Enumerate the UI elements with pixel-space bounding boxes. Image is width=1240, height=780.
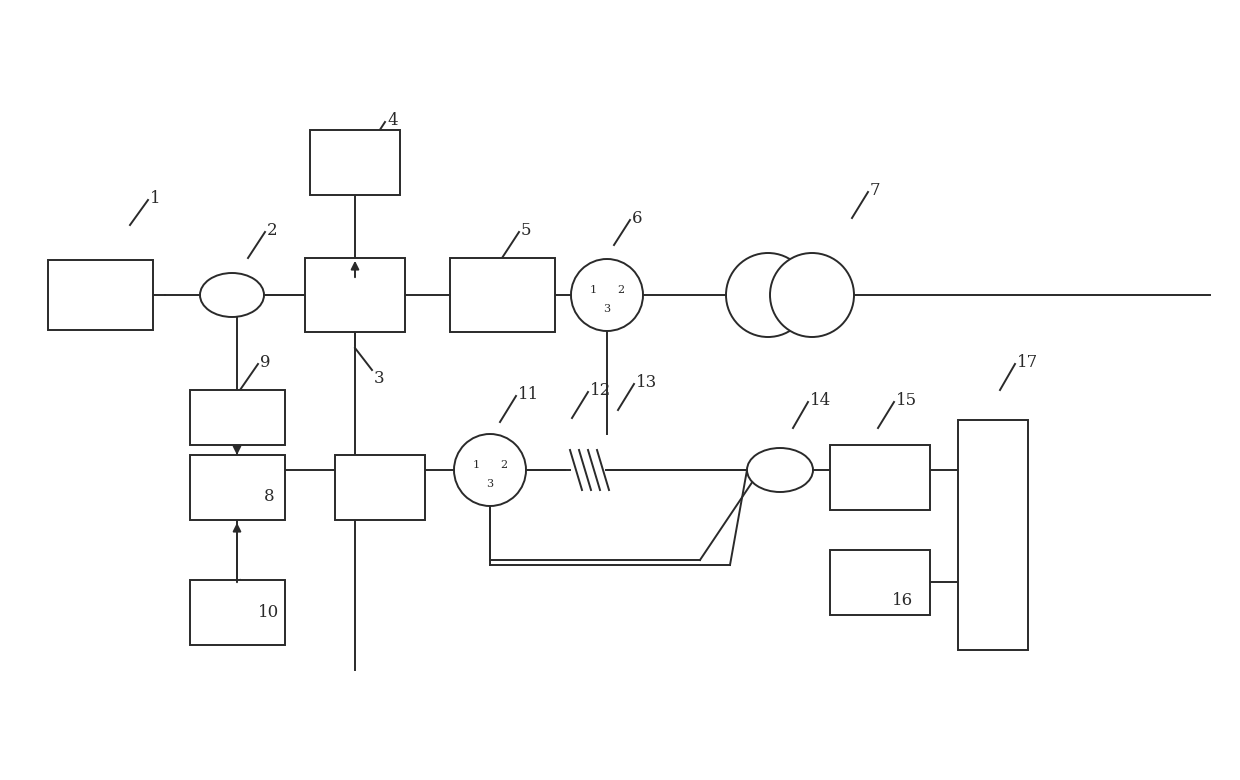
Bar bbox=[190, 580, 285, 645]
Bar bbox=[305, 258, 405, 332]
Text: 3: 3 bbox=[486, 479, 494, 489]
Ellipse shape bbox=[200, 273, 264, 317]
Text: 9: 9 bbox=[260, 354, 270, 371]
Circle shape bbox=[725, 253, 810, 337]
Text: 8: 8 bbox=[264, 488, 274, 505]
Ellipse shape bbox=[746, 448, 813, 492]
Text: 12: 12 bbox=[590, 382, 611, 399]
Text: 15: 15 bbox=[897, 392, 918, 409]
Text: 7: 7 bbox=[870, 182, 880, 199]
Text: 11: 11 bbox=[518, 386, 539, 403]
Bar bbox=[190, 390, 285, 445]
Bar bbox=[190, 455, 285, 520]
Bar bbox=[335, 455, 425, 520]
Text: 2: 2 bbox=[618, 285, 625, 295]
Text: 6: 6 bbox=[632, 210, 642, 227]
Text: 5: 5 bbox=[521, 222, 532, 239]
Text: 16: 16 bbox=[892, 592, 913, 609]
Text: 1: 1 bbox=[589, 285, 596, 295]
Bar bbox=[959, 420, 1028, 650]
Circle shape bbox=[770, 253, 854, 337]
Text: 17: 17 bbox=[1017, 354, 1038, 371]
Text: 3: 3 bbox=[604, 304, 610, 314]
Text: 1: 1 bbox=[150, 190, 161, 207]
Text: 3: 3 bbox=[374, 370, 384, 387]
Text: 2: 2 bbox=[501, 460, 507, 470]
Bar bbox=[310, 130, 401, 195]
Bar bbox=[450, 258, 556, 332]
Text: 1: 1 bbox=[472, 460, 480, 470]
Text: 2: 2 bbox=[267, 222, 278, 239]
Text: 13: 13 bbox=[636, 374, 657, 391]
Text: 14: 14 bbox=[810, 392, 831, 409]
Circle shape bbox=[570, 259, 644, 331]
Circle shape bbox=[454, 434, 526, 506]
Bar bbox=[830, 445, 930, 510]
Text: 4: 4 bbox=[387, 112, 398, 129]
Bar bbox=[48, 260, 153, 330]
Text: 10: 10 bbox=[258, 604, 279, 621]
Bar bbox=[830, 550, 930, 615]
